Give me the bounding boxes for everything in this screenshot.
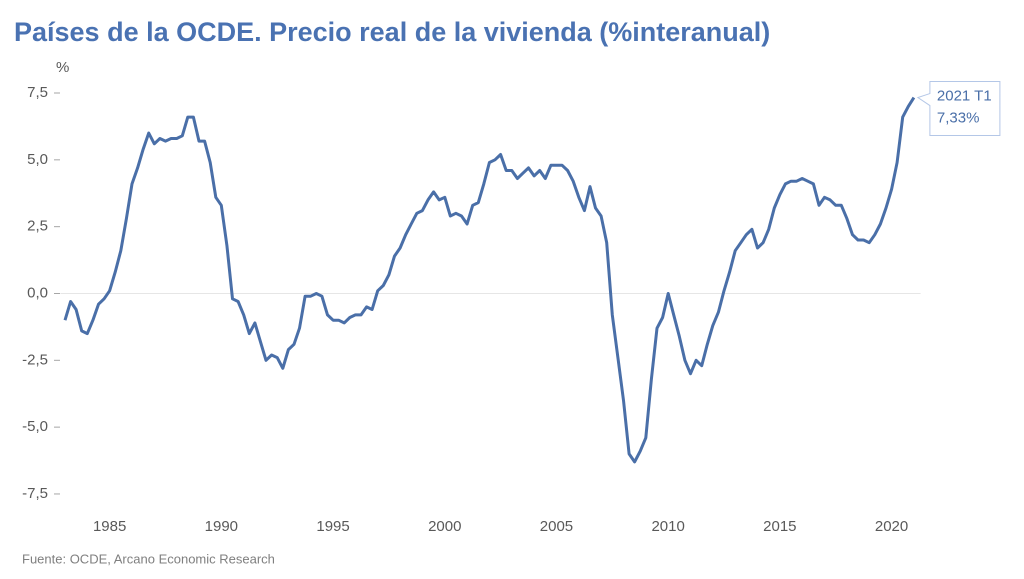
y-tick-label: 5,0 [27, 151, 48, 168]
source: Fuente: OCDE, Arcano Economic Research [22, 551, 275, 566]
y-tick-label: 2,5 [27, 218, 48, 235]
annotation-box [916, 81, 1001, 137]
data-line [63, 96, 916, 464]
x-tick-label: 1995 [316, 518, 349, 535]
y-tick-label: -5,0 [22, 418, 48, 435]
x-tick-label: 2005 [540, 518, 573, 535]
x-tick-label: 2000 [428, 518, 461, 535]
x-tick-label: 2020 [875, 518, 908, 535]
y-tick-label: -2,5 [22, 351, 48, 368]
x-tick-label: 1985 [93, 518, 126, 535]
y-tick-label: 0,0 [27, 284, 48, 301]
y-tick-label: 7,5 [27, 84, 48, 101]
annotation-text: 2021 T1 [937, 88, 992, 105]
x-tick-label: 2010 [651, 518, 684, 535]
x-tick-label: 1990 [205, 518, 238, 535]
y-axis-label: % [56, 59, 69, 76]
annotation-text: 7,33% [937, 110, 980, 127]
y-tick-label: -7,5 [22, 485, 48, 502]
chart-title: Países de la OCDE. Precio real de la viv… [14, 17, 770, 47]
x-tick-label: 2015 [763, 518, 796, 535]
